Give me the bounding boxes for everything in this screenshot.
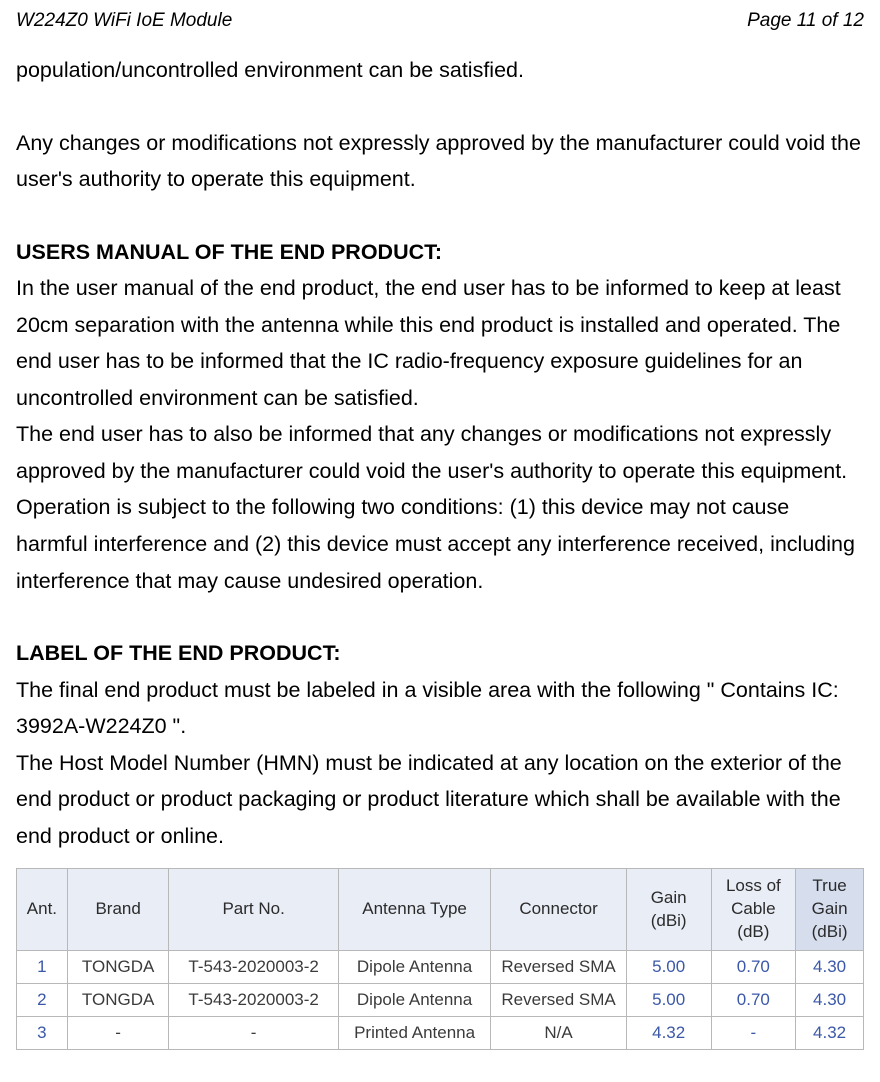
table-cell: 5.00 [626, 951, 711, 984]
table-cell: TONGDA [67, 951, 169, 984]
col-connector: Connector [491, 869, 627, 951]
table-row: 3--Printed AntennaN/A4.32-4.32 [17, 1017, 864, 1050]
table-cell: 3 [17, 1017, 68, 1050]
section-users-manual: USERS MANUAL OF THE END PRODUCT: In the … [16, 234, 864, 599]
table-cell: T-543-2020003-2 [169, 951, 338, 984]
table-cell: 4.30 [796, 951, 864, 984]
table-cell: - [169, 1017, 338, 1050]
col-truegain: True Gain (dBi) [796, 869, 864, 951]
table-cell: Printed Antenna [338, 1017, 490, 1050]
table-cell: 5.00 [626, 984, 711, 1017]
table-cell: 0.70 [711, 951, 796, 984]
table-cell: - [711, 1017, 796, 1050]
table-cell: Dipole Antenna [338, 951, 490, 984]
paragraph-1: population/uncontrolled environment can … [16, 52, 864, 89]
col-partno: Part No. [169, 869, 338, 951]
table-header-row: Ant. Brand Part No. Antenna Type Connect… [17, 869, 864, 951]
doc-title: W224Z0 WiFi IoE Module [16, 10, 232, 32]
table-row: 1TONGDAT-543-2020003-2Dipole AntennaReve… [17, 951, 864, 984]
table-cell: 1 [17, 951, 68, 984]
table-row: 2TONGDAT-543-2020003-2Dipole AntennaReve… [17, 984, 864, 1017]
col-gain: Gain (dBi) [626, 869, 711, 951]
body-users-manual: In the user manual of the end product, t… [16, 270, 864, 599]
col-ant: Ant. [17, 869, 68, 951]
paragraph-2: Any changes or modifications not express… [16, 125, 864, 198]
table-cell: 4.32 [626, 1017, 711, 1050]
table-cell: TONGDA [67, 984, 169, 1017]
col-loss: Loss of Cable (dB) [711, 869, 796, 951]
heading-label: LABEL OF THE END PRODUCT: [16, 635, 864, 672]
table-cell: Reversed SMA [491, 984, 627, 1017]
antenna-table: Ant. Brand Part No. Antenna Type Connect… [16, 868, 864, 1050]
section-label-end-product: LABEL OF THE END PRODUCT: The final end … [16, 635, 864, 854]
table-cell: T-543-2020003-2 [169, 984, 338, 1017]
table-cell: - [67, 1017, 169, 1050]
page-indicator: Page 11 of 12 [747, 10, 864, 32]
table-cell: 2 [17, 984, 68, 1017]
table-cell: N/A [491, 1017, 627, 1050]
table-cell: 4.30 [796, 984, 864, 1017]
page-header: W224Z0 WiFi IoE Module Page 11 of 12 [16, 10, 864, 32]
heading-users-manual: USERS MANUAL OF THE END PRODUCT: [16, 234, 864, 271]
table-cell: 0.70 [711, 984, 796, 1017]
body-label: The final end product must be labeled in… [16, 672, 864, 855]
col-anttype: Antenna Type [338, 869, 490, 951]
col-brand: Brand [67, 869, 169, 951]
table-cell: 4.32 [796, 1017, 864, 1050]
table-cell: Dipole Antenna [338, 984, 490, 1017]
table-cell: Reversed SMA [491, 951, 627, 984]
